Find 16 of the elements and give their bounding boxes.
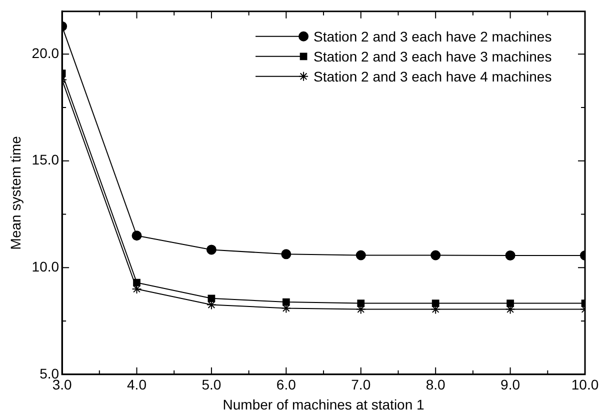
x-tick-label: 9.0 bbox=[500, 376, 520, 393]
y-tick-label: 10.0 bbox=[32, 258, 60, 274]
legend-label: Station 2 and 3 each have 3 machines bbox=[314, 48, 552, 64]
x-tick-label: 4.0 bbox=[127, 376, 147, 393]
x-tick-label: 7.0 bbox=[351, 376, 371, 393]
x-tick-label: 10.0 bbox=[571, 376, 599, 393]
x-tick-label: 8.0 bbox=[426, 376, 446, 393]
x-tick-label: 6.0 bbox=[276, 376, 296, 393]
legend-label: Station 2 and 3 each have 4 machines bbox=[314, 68, 552, 84]
y-tick-label: 15.0 bbox=[32, 152, 60, 168]
x-axis-title: Number of machines at station 1 bbox=[222, 396, 425, 412]
y-tick-label: 20.0 bbox=[32, 44, 60, 61]
x-tick-label: 5.0 bbox=[202, 376, 222, 393]
legend-label: Station 2 and 3 each have 2 machines bbox=[314, 28, 552, 44]
y-tick-label: 5.0 bbox=[40, 365, 60, 382]
y-axis-title: Mean system time bbox=[7, 136, 24, 250]
